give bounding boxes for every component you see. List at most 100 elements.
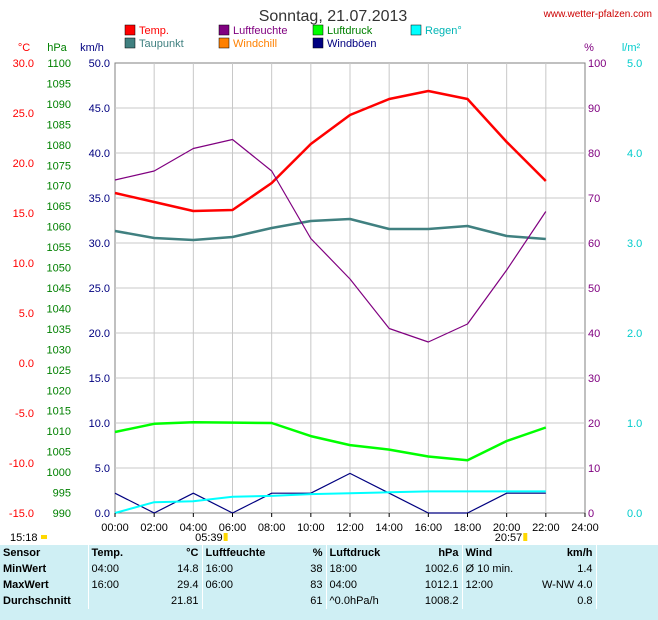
y-tick-temp: 15.0 [13, 208, 34, 220]
wind-value: 1.4 [577, 563, 593, 575]
y-tick-temp: 5.0 [19, 308, 34, 320]
pressure-time: 04:00 [325, 577, 398, 593]
stats-header-row: Sensor Temp. °C Luftfeuchte % Luftdruck … [0, 545, 658, 561]
x-tick-label: 14:00 [375, 522, 403, 534]
pressure-time: ^0.0hPa/h [325, 593, 398, 609]
y-tick-humidity: 30 [588, 373, 600, 385]
y-tick-wind: 5.0 [95, 463, 110, 475]
y-tick-wind: 10.0 [89, 418, 110, 430]
site-url: www.wetter-pfalzen.com [543, 9, 652, 20]
y-tick-humidity: 10 [588, 463, 600, 475]
x-tick-label: 02:00 [140, 522, 168, 534]
stats-spacer [595, 577, 658, 593]
y-tick-humidity: 90 [588, 103, 600, 115]
axis-unit-humidity: % [584, 42, 594, 54]
y-tick-wind: 35.0 [89, 193, 110, 205]
y-tick-pressure: 1040 [47, 303, 71, 315]
x-tick-label: 08:00 [258, 522, 286, 534]
y-tick-pressure: 1060 [47, 222, 71, 234]
y-tick-pressure: 995 [53, 488, 71, 500]
humidity-time: 06:00 [201, 577, 278, 593]
y-tick-pressure: 990 [53, 508, 71, 520]
humidity-value: 61 [310, 595, 323, 607]
x-tick-label: 12:00 [336, 522, 364, 534]
legend: Temp. Luftfeuchte Luftdruck Regen° Taupunkt W… [124, 24, 462, 50]
sunset-time: 20:57 [495, 532, 523, 544]
y-tick-pressure: 1020 [47, 385, 71, 397]
y-tick-pressure: 1090 [47, 99, 71, 111]
legend-label: Temp. [139, 25, 169, 37]
temp-time: 16:00 [87, 577, 144, 593]
y-tick-wind: 15.0 [89, 373, 110, 385]
axis-unit-wind: km/h [80, 42, 104, 54]
wind-time: Ø 10 min. [461, 561, 524, 577]
y-tick-wind: 20.0 [89, 328, 110, 340]
x-tick-label: 22:00 [532, 522, 560, 534]
y-tick-temp: 10.0 [13, 258, 34, 270]
axis-unit-labels: °C hPa km/h% l/m² [18, 42, 641, 54]
chart-svg: Sonntag, 21.07.2013 www.wetter-pfalzen.c… [9, 8, 652, 544]
legend-label: Windchill [233, 38, 277, 50]
legend-swatch [410, 24, 422, 36]
y-tick-pressure: 1085 [47, 119, 71, 131]
x-tick-label: 06:00 [219, 522, 247, 534]
y-tick-pressure: 1065 [47, 201, 71, 213]
row-label: Durchschnitt [3, 595, 71, 607]
y-tick-temp: -15.0 [9, 508, 34, 520]
legend-label: Luftdruck [327, 25, 373, 37]
y-tick-pressure: 1050 [47, 263, 71, 275]
series-line [114, 490, 546, 514]
pressure-time: 18:00 [325, 561, 398, 577]
y-tick-pressure: 1005 [47, 447, 71, 459]
stats-spacer [595, 593, 658, 609]
axis-unit-temp: °C [18, 42, 30, 54]
y-tick-wind: 30.0 [89, 238, 110, 250]
row-label: MinWert [3, 563, 47, 575]
pressure-value: 1008.2 [424, 595, 459, 607]
y-tick-rain: 0.0 [627, 508, 642, 520]
header-sensor: Sensor [3, 547, 41, 559]
y-tick-temp: -10.0 [9, 458, 34, 470]
legend-label: Regen° [425, 25, 462, 37]
sun-icon [41, 535, 47, 539]
sunset-marker [523, 533, 528, 541]
legend-swatch [218, 37, 230, 49]
series-line [114, 420, 547, 462]
x-tick-label: 20:00 [493, 522, 521, 534]
y-tick-pressure: 1100 [47, 58, 71, 70]
y-tick-temp: -5.0 [15, 408, 34, 420]
stats-row-average: Durchschnitt 21.81 61 ^0.0hPa/h 1008.2 0… [0, 593, 658, 609]
y-tick-wind: 50.0 [89, 58, 110, 70]
y-tick-pressure: 1055 [47, 242, 71, 254]
temp-time [87, 593, 144, 609]
y-tick-humidity: 100 [588, 58, 606, 70]
legend-swatch [124, 24, 136, 36]
y-tick-humidity: 20 [588, 418, 600, 430]
y-tick-temp: 0.0 [19, 358, 34, 370]
axis-unit-rain: l/m² [622, 42, 641, 54]
y-tick-pressure: 1015 [47, 406, 71, 418]
temp-value: 21.81 [170, 595, 199, 607]
pressure-value: 1002.6 [424, 563, 459, 575]
legend-swatch [312, 37, 324, 49]
y-tick-wind: 25.0 [89, 283, 110, 295]
legend-swatch [218, 24, 230, 36]
x-tick-label: 04:00 [180, 522, 208, 534]
y-tick-rain: 4.0 [627, 148, 642, 160]
row-label: MaxWert [3, 579, 49, 591]
temp-value: 14.8 [177, 563, 199, 575]
day-length: 15:18 [10, 532, 38, 544]
y-tick-pressure: 1070 [47, 181, 71, 193]
x-tick-label: 18:00 [454, 522, 482, 534]
humidity-value: 38 [310, 563, 323, 575]
stats-row-max: MaxWert 16:00 29.4 06:00 83 04:00 1012.1… [0, 577, 658, 593]
y-tick-rain: 3.0 [627, 238, 642, 250]
y-tick-pressure: 1010 [47, 426, 71, 438]
legend-swatch [124, 37, 136, 49]
y-tick-pressure: 1075 [47, 160, 71, 172]
header-temp: Temp. [87, 545, 144, 561]
wind-time [461, 593, 524, 609]
stats-spacer [595, 545, 658, 561]
y-tick-pressure: 1000 [47, 467, 71, 479]
sunrise-time: 05:39 [195, 532, 223, 544]
